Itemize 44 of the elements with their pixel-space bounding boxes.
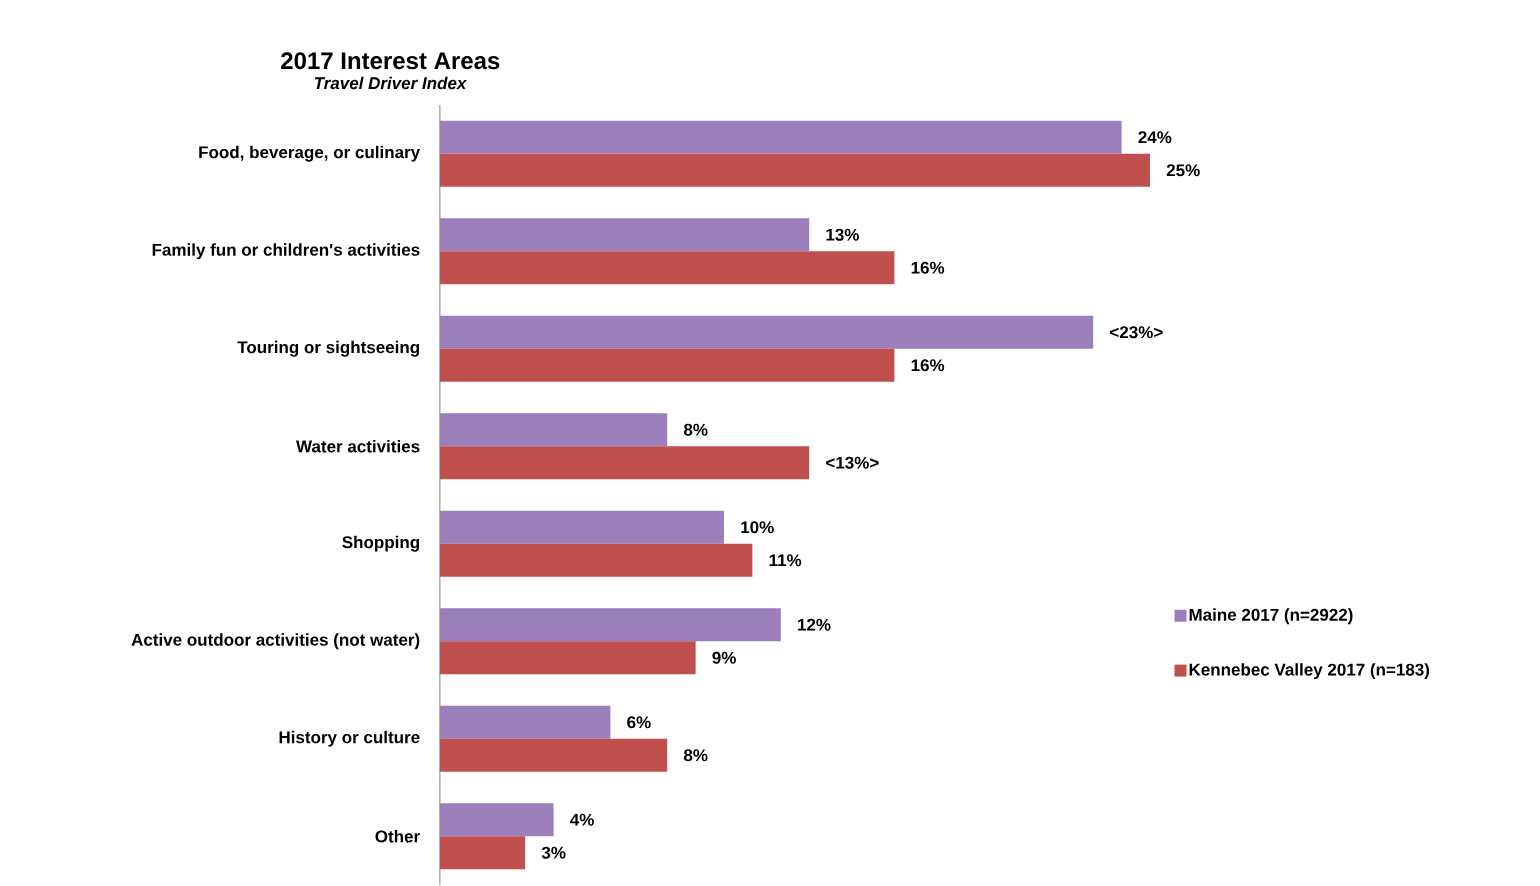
y-tick-label: Touring or sightseeing xyxy=(237,340,420,357)
bar xyxy=(440,836,526,870)
data-label: 3% xyxy=(541,846,566,859)
y-tick-label: Shopping xyxy=(342,535,420,552)
data-label: 11% xyxy=(769,554,802,567)
bar xyxy=(440,251,895,285)
data-label: 4% xyxy=(570,813,594,826)
data-label: 10% xyxy=(741,521,774,534)
legend-label: Maine 2017 (n=2922) xyxy=(1189,608,1353,625)
bar xyxy=(440,641,696,675)
bar xyxy=(440,705,611,739)
y-tick-label: Other xyxy=(375,830,420,843)
bar xyxy=(440,738,668,772)
bar xyxy=(440,446,810,480)
data-label: <23%> xyxy=(1110,326,1163,339)
data-label: 25% xyxy=(1166,164,1200,177)
y-tick-label: Active outdoor activities (not water) xyxy=(131,633,420,650)
legend-label: Kennebec Valley 2017 (n=183) xyxy=(1189,663,1430,680)
bar xyxy=(440,803,554,837)
y-tick-label: History or culture xyxy=(279,730,420,747)
bar xyxy=(440,348,895,382)
chart-title: 2017 Interest Areas xyxy=(281,52,500,70)
bar xyxy=(440,218,810,252)
bar xyxy=(440,510,724,544)
bar xyxy=(440,120,1122,154)
bar xyxy=(440,315,1094,349)
data-label: 24% xyxy=(1138,131,1172,144)
y-tick-label: Food, beverage, or culinary xyxy=(199,145,421,162)
data-label: <13%> xyxy=(826,456,879,469)
data-label: 8% xyxy=(683,749,708,762)
data-label: 9% xyxy=(712,651,736,664)
chart-subtitle: Travel Driver Index xyxy=(314,76,467,90)
y-tick-label: Water activities xyxy=(296,440,420,453)
data-label: 8% xyxy=(683,423,708,436)
bar xyxy=(440,413,668,447)
data-label: 16% xyxy=(911,261,945,274)
data-label: 6% xyxy=(627,716,651,729)
bar xyxy=(440,608,781,642)
bar xyxy=(440,153,1150,187)
bar xyxy=(440,543,753,577)
data-label: 13% xyxy=(826,228,859,241)
data-label: 12% xyxy=(798,618,831,631)
data-label: 16% xyxy=(911,359,945,372)
y-tick-label: Family fun or children's activities xyxy=(152,243,420,260)
